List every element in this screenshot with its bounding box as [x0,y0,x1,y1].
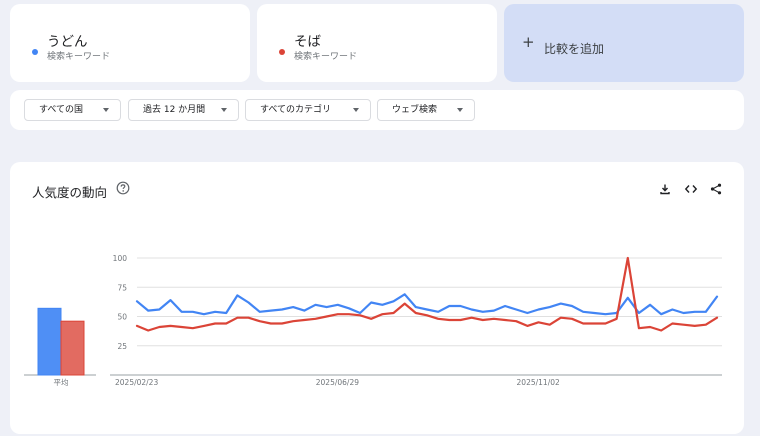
interest-over-time-panel: 人気度の動向 25 50 75 100 2025/02/23 2025/06/29 2025… [10,162,744,434]
y-tick-label: 50 [117,313,127,322]
filter-bar: すべての国 過去 12 か月間 すべてのカテゴリ ウェブ検索 [10,90,744,130]
filter-label: すべての国 [39,105,84,115]
x-tick-label: 2025/06/29 [316,378,359,387]
y-tick-label: 25 [117,342,127,351]
dropdown-caret-icon [457,108,463,112]
add-compare-button[interactable]: + 比較を追加 [504,4,744,82]
series-line-soba [135,256,719,332]
filter-search-type[interactable]: ウェブ検索 [377,99,475,121]
average-label: 平均 [54,377,69,387]
term-color-dot [279,49,285,55]
download-icon[interactable] [659,183,671,195]
x-tick-label: 2025/02/23 [115,378,158,387]
term-type: 検索キーワード [47,52,111,62]
term-type: 検索キーワード [294,52,358,62]
filter-category[interactable]: すべてのカテゴリ [245,99,371,121]
help-icon[interactable] [116,181,130,195]
filter-label: 過去 12 か月間 [143,105,206,115]
filter-label: ウェブ検索 [392,105,438,115]
add-compare-label: 比較を追加 [544,42,605,56]
term-card-udon[interactable]: うどん 検索キーワード [10,4,250,82]
trend-chart: 25 50 75 100 2025/02/23 2025/06/29 2025/11/02 平… [24,254,722,387]
x-tick-label: 2025/11/02 [517,378,560,387]
term-card-soba[interactable]: そば 検索キーワード [257,4,497,82]
y-tick-label: 100 [113,254,128,263]
average-bar-udon [37,307,62,376]
plus-icon: + [522,33,535,51]
term-name: うどん [47,34,88,50]
term-name: そば [294,34,321,50]
panel-title: 人気度の動向 [32,185,108,200]
embed-code-icon[interactable] [684,183,698,195]
series-line-udon [135,293,719,316]
average-bar-soba [60,320,85,376]
dropdown-caret-icon [103,108,109,112]
filter-label: すべてのカテゴリ [260,105,332,115]
filter-region[interactable]: すべての国 [24,99,121,121]
filter-time-range[interactable]: 過去 12 か月間 [128,99,239,121]
y-tick-label: 75 [117,283,127,292]
dropdown-caret-icon [221,108,227,112]
dropdown-caret-icon [353,108,359,112]
share-icon[interactable] [710,183,722,195]
term-color-dot [32,49,38,55]
